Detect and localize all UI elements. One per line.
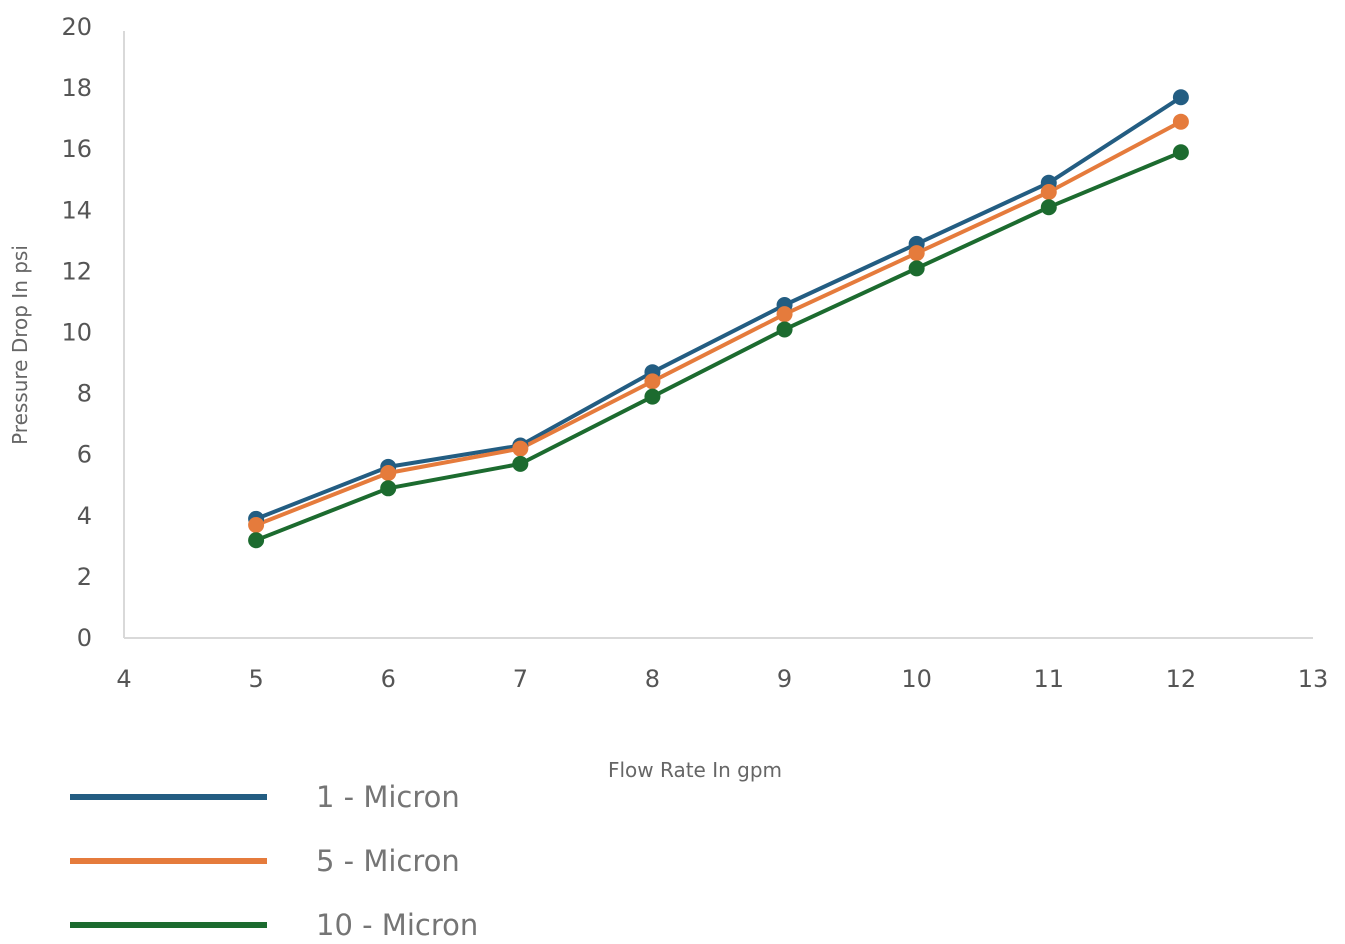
y-tick-label: 12 bbox=[61, 257, 92, 285]
x-tick-label: 12 bbox=[1166, 665, 1197, 693]
data-point-series-1 bbox=[776, 306, 793, 323]
y-tick-label: 18 bbox=[61, 74, 92, 102]
data-point-series-0 bbox=[1172, 89, 1189, 106]
x-tick-label: 10 bbox=[901, 665, 932, 693]
data-point-series-1 bbox=[1040, 183, 1057, 200]
data-point-series-2 bbox=[1040, 199, 1057, 216]
axes bbox=[123, 31, 1313, 639]
legend-label: 10 - Micron bbox=[316, 908, 478, 942]
series-points bbox=[248, 89, 1189, 549]
data-point-series-1 bbox=[380, 465, 397, 482]
x-tick-labels: 4 5 6 7 8 9 10 11 12 13 bbox=[116, 665, 1328, 693]
data-point-series-2 bbox=[512, 455, 529, 472]
x-tick-label: 7 bbox=[513, 665, 528, 693]
x-tick-label: 4 bbox=[116, 665, 131, 693]
x-tick-label: 5 bbox=[248, 665, 263, 693]
data-point-series-1 bbox=[248, 516, 265, 533]
data-point-series-2 bbox=[908, 260, 925, 277]
y-tick-label: 4 bbox=[77, 502, 92, 530]
legend-label: 5 - Micron bbox=[316, 844, 460, 878]
series-line-2 bbox=[254, 150, 1183, 543]
x-tick-label: 13 bbox=[1298, 665, 1329, 693]
y-tick-label: 6 bbox=[77, 441, 92, 469]
series-line-0 bbox=[254, 95, 1183, 521]
data-point-series-1 bbox=[908, 245, 925, 262]
y-tick-labels: 0 2 4 6 8 10 12 14 16 18 20 bbox=[61, 13, 92, 652]
y-tick-label: 0 bbox=[77, 624, 92, 652]
data-point-series-2 bbox=[380, 480, 397, 497]
data-point-series-2 bbox=[644, 388, 661, 405]
x-tick-label: 11 bbox=[1034, 665, 1065, 693]
y-tick-label: 8 bbox=[77, 380, 92, 408]
x-tick-label: 9 bbox=[777, 665, 792, 693]
data-point-series-1 bbox=[644, 373, 661, 390]
data-point-series-2 bbox=[1172, 144, 1189, 161]
y-tick-label: 16 bbox=[61, 135, 92, 163]
y-tick-label: 20 bbox=[61, 13, 92, 41]
data-point-series-2 bbox=[248, 532, 265, 549]
data-point-series-1 bbox=[512, 440, 529, 457]
series-lines bbox=[254, 95, 1183, 543]
x-tick-label: 6 bbox=[381, 665, 396, 693]
legend: 1 - Micron 5 - Micron 10 - Micron bbox=[70, 780, 478, 942]
y-axis-title: Pressure Drop In psi bbox=[8, 245, 32, 445]
y-tick-label: 14 bbox=[61, 196, 92, 224]
y-tick-label: 2 bbox=[77, 563, 92, 591]
data-point-series-1 bbox=[1172, 113, 1189, 130]
legend-label: 1 - Micron bbox=[316, 780, 460, 814]
y-tick-label: 10 bbox=[61, 319, 92, 347]
data-point-series-2 bbox=[776, 321, 793, 338]
series-line-1 bbox=[254, 119, 1183, 527]
x-axis-title: Flow Rate In gpm bbox=[608, 758, 782, 782]
x-tick-label: 8 bbox=[645, 665, 660, 693]
